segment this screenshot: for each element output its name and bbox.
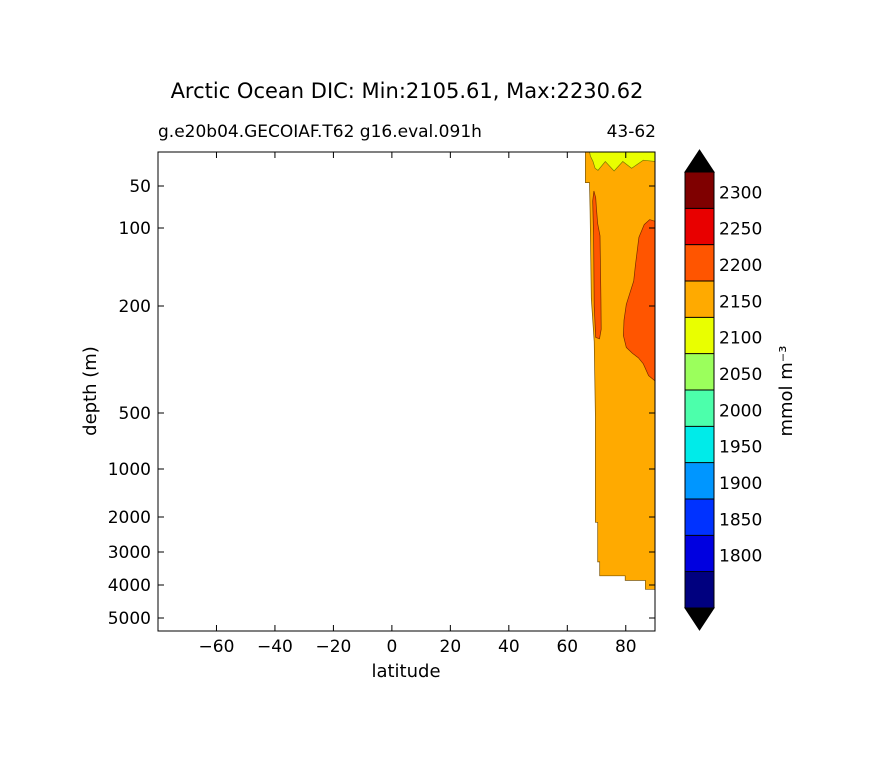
colorbar-swatch (685, 535, 714, 573)
colorbar-swatch (685, 499, 714, 536)
colorbar-tick-label: 1800 (719, 547, 762, 567)
y-tick-label: 4000 (108, 576, 151, 596)
colorbar-swatch (685, 281, 714, 318)
chart-subtitle-right: 43-62 (607, 122, 656, 142)
x-axis-label: latitude (371, 661, 440, 682)
y-axis: 50 100 200 500 1000 2000 3000 4000 5000 (108, 177, 655, 629)
colorbar-tick-label: 2000 (719, 401, 762, 421)
y-tick-label: 3000 (108, 543, 151, 563)
y-tick-label: 500 (119, 404, 151, 424)
contour-region-2200-2250-east (623, 219, 656, 382)
y-tick-label: 1000 (108, 460, 151, 480)
plot-area (157, 151, 656, 632)
plot-background (158, 152, 655, 631)
colorbar-swatch (685, 208, 714, 246)
chart-subtitle-left: g.e20b04.GECOIAF.T62 g16.eval.091h (158, 122, 482, 142)
contour-region-2200-2250-west (592, 190, 602, 340)
colorbar-label: mmol m⁻³ (776, 345, 797, 436)
colorbar-tick-label: 1950 (719, 438, 762, 458)
x-axis: −60 −40 −20 0 20 40 60 80 (199, 152, 637, 657)
colorbar-extend-top (684, 149, 715, 173)
x-tick-label: 40 (498, 637, 520, 657)
colorbar-tick-label: 2250 (719, 220, 762, 240)
colorbar-swatch (685, 172, 714, 209)
colorbar-swatch (685, 317, 714, 355)
colorbar-tick-label: 1900 (719, 474, 762, 494)
colorbar-tick-label: 2200 (719, 256, 762, 276)
colorbar-tick-label: 2100 (719, 329, 762, 349)
plot-frame (157, 151, 656, 632)
contour-fill (585, 151, 656, 590)
y-tick-label: 5000 (108, 609, 151, 629)
colorbar-swatch (685, 426, 714, 464)
colorbar: 1800 1850 1900 1950 2000 2050 2100 2150 2200 2250… (684, 149, 762, 631)
colorbar-extend-bottom (684, 607, 715, 631)
x-tick-label: 20 (440, 637, 462, 657)
x-tick-label: −40 (257, 637, 293, 657)
y-axis-label: depth (m) (80, 346, 101, 436)
x-tick-label: 80 (615, 637, 637, 657)
colorbar-swatch (685, 462, 714, 500)
y-tick-label: 2000 (108, 508, 151, 528)
colorbar-tick-label: 2050 (719, 365, 762, 385)
x-tick-label: 60 (556, 637, 578, 657)
x-tick-label: 0 (386, 637, 397, 657)
y-tick-label: 100 (119, 219, 151, 239)
colorbar-tick-label: 1850 (719, 510, 762, 530)
colorbar-tick-label: 2150 (719, 292, 762, 312)
chart-title: Arctic Ocean DIC: Min:2105.61, Max:2230.… (171, 79, 644, 103)
x-tick-label: −60 (199, 637, 235, 657)
colorbar-swatch (685, 244, 714, 282)
y-tick-label: 200 (119, 297, 151, 317)
x-tick-label: −20 (315, 637, 351, 657)
y-tick-label: 50 (129, 177, 151, 197)
colorbar-swatch (685, 353, 714, 391)
colorbar-swatch (685, 571, 714, 609)
colorbar-tick-label: 2300 (719, 183, 762, 203)
colorbar-swatch (685, 390, 714, 427)
